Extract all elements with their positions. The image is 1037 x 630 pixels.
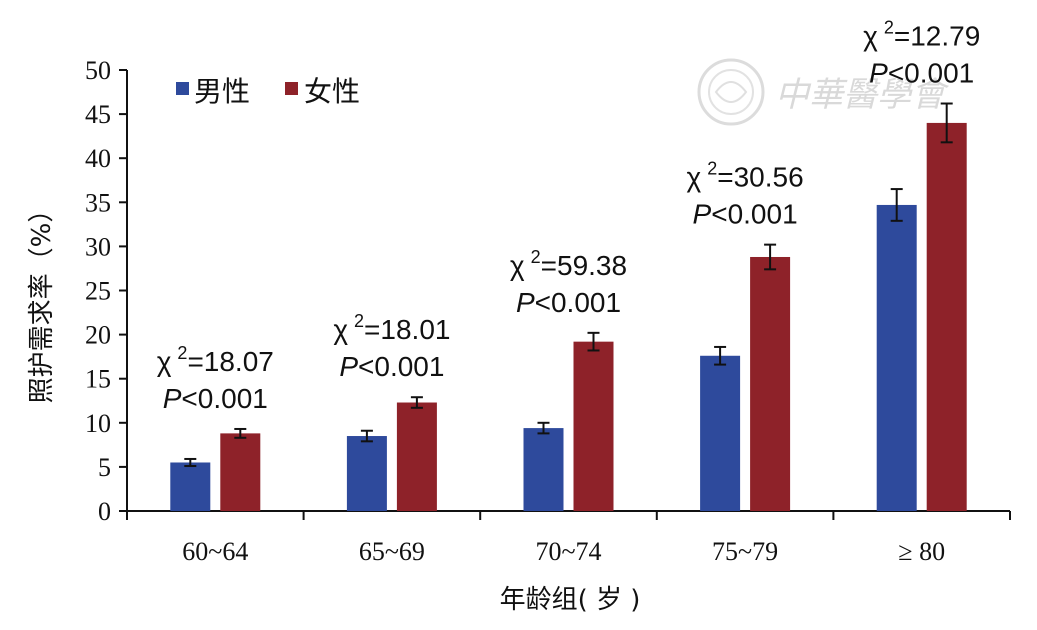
male-bar bbox=[523, 428, 564, 511]
female-bar bbox=[926, 122, 967, 512]
x-tick-label: 60~64 bbox=[182, 537, 248, 566]
y-tick-label: 20 bbox=[85, 321, 111, 350]
p-value-label: P<0.001 bbox=[693, 199, 798, 230]
legend-label-male: 男性 bbox=[194, 75, 250, 108]
x-tick-label: 70~74 bbox=[535, 537, 601, 566]
p-value-label: P<0.001 bbox=[516, 287, 621, 318]
tick-labels: 0 5 10 15 20 25 30 35 40 45 50 60~64 65~69 70~74 75~79… bbox=[85, 56, 945, 566]
watermark: 中華醫學會 bbox=[697, 58, 950, 126]
bars bbox=[170, 122, 967, 512]
watermark-text: 中華醫學會 bbox=[775, 75, 950, 115]
male-bar bbox=[170, 462, 211, 511]
legend-swatch-female bbox=[285, 82, 298, 95]
legend-label-female: 女性 bbox=[304, 75, 360, 108]
error-bars bbox=[184, 102, 953, 468]
male-bar bbox=[346, 436, 387, 511]
annotations: χ 2=18.07 P<0.001 χ 2=18.01 P<0.001 χ 2=59.38 P<… bbox=[157, 18, 981, 414]
chi-square-label: χ 2=18.01 bbox=[333, 311, 450, 345]
y-axis-label: 照护需求率（%） bbox=[27, 197, 57, 404]
society-seal-icon bbox=[697, 58, 765, 126]
y-tick-label: 10 bbox=[85, 409, 111, 438]
y-tick-label: 5 bbox=[98, 453, 111, 482]
x-axis-label: 年龄组( 岁 ) bbox=[500, 585, 641, 615]
y-tick-label: 45 bbox=[85, 100, 111, 129]
female-bar bbox=[573, 341, 614, 511]
y-tick-label: 25 bbox=[85, 277, 111, 306]
female-bar bbox=[396, 402, 437, 511]
x-tick-label: 65~69 bbox=[359, 537, 425, 566]
female-bar bbox=[750, 256, 791, 511]
legend: 男性 女性 bbox=[176, 75, 360, 108]
x-tick-label: 75~79 bbox=[712, 537, 778, 566]
x-tick-label: ≥ 80 bbox=[898, 537, 945, 566]
y-tick-label: 15 bbox=[85, 365, 111, 394]
p-value-label: P<0.001 bbox=[339, 351, 444, 382]
chi-square-label: χ 2=59.38 bbox=[510, 247, 627, 281]
p-value-label: P<0.001 bbox=[869, 58, 974, 89]
axes bbox=[119, 69, 1011, 520]
female-bar bbox=[220, 433, 261, 511]
y-tick-label: 0 bbox=[98, 497, 111, 526]
y-tick-label: 40 bbox=[85, 144, 111, 173]
y-tick-label: 50 bbox=[85, 56, 111, 85]
y-tick-label: 35 bbox=[85, 188, 111, 217]
p-value-label: P<0.001 bbox=[163, 383, 268, 414]
chi-square-label: χ 2=30.56 bbox=[687, 159, 804, 193]
chi-square-label: χ 2=18.07 bbox=[157, 343, 274, 377]
legend-swatch-male bbox=[176, 82, 189, 95]
male-bar bbox=[876, 204, 917, 512]
chi-square-label: χ 2=12.79 bbox=[863, 18, 980, 52]
y-tick-label: 30 bbox=[85, 232, 111, 261]
male-bar bbox=[700, 355, 741, 511]
